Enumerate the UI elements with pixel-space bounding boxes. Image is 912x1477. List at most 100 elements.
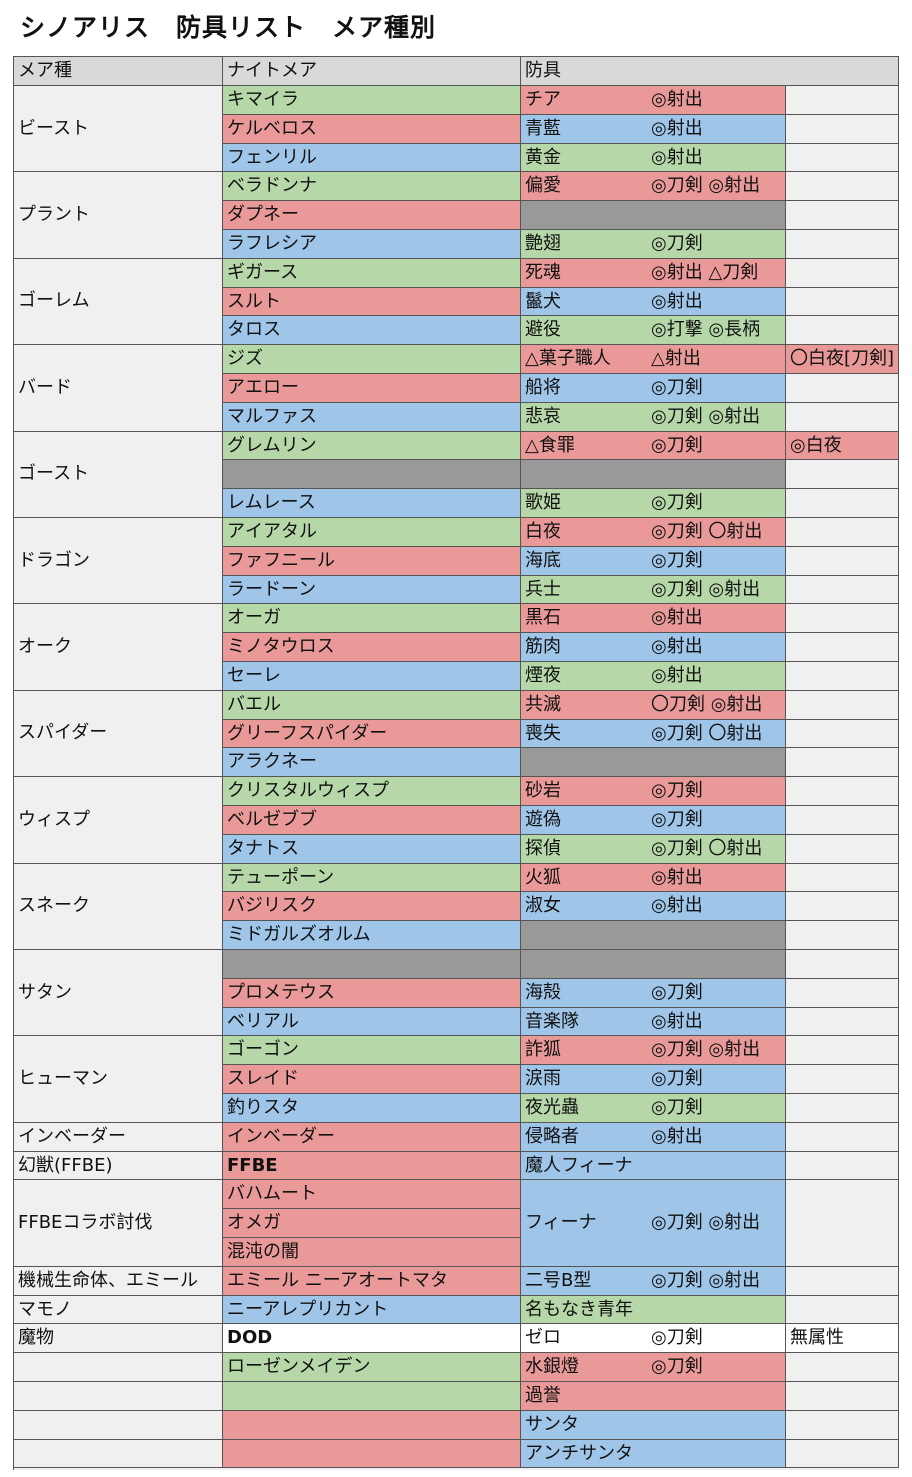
armor-effect: ◎射出 <box>651 290 703 312</box>
nightmare-cell: 釣りスタ <box>223 1094 521 1123</box>
extra-cell: ◎白夜 <box>786 431 899 461</box>
nightmare-cell: グレムリン <box>223 431 521 461</box>
armor-cell: 悲哀 ◎刀剣 ◎射出 <box>521 402 786 432</box>
category-cell: プラント <box>14 172 223 259</box>
extra-cell <box>786 316 899 346</box>
extra-cell <box>786 1151 899 1181</box>
armor-name: 二号B型 <box>525 1269 592 1291</box>
nightmare-cell: バジリスク <box>223 892 521 922</box>
armor-name: 避役 <box>525 319 561 341</box>
nightmare-cell: エミール ニーアオートマタ <box>223 1266 521 1296</box>
extra-cell <box>786 518 899 547</box>
extra-cell <box>786 230 899 259</box>
armor-cell: 喪失 ◎刀剣 〇射出 <box>521 719 786 749</box>
nightmare-cell: プロメテウス <box>223 978 521 1008</box>
armor-cell: 白夜 ◎刀剣 〇射出 <box>521 518 786 547</box>
armor-name: 死魂 <box>525 261 561 283</box>
armor-effect: ◎刀剣 <box>651 434 703 456</box>
armor-cell: 船将 ◎刀剣 <box>521 374 786 403</box>
nightmare-cell: タナトス <box>223 834 521 864</box>
armor-cell: フィーナ ◎刀剣 ◎射出 <box>521 1180 786 1267</box>
armor-name: 魔人フィーナ <box>525 1154 633 1176</box>
extra-cell <box>786 633 899 662</box>
armor-cell: 過誉 <box>521 1382 786 1411</box>
armor-cell: 黄金 ◎射出 <box>521 143 786 173</box>
armor-name: 淑女 <box>525 895 561 917</box>
armor-cell: アンチサンタ <box>521 1439 786 1469</box>
armor-name: サンタ <box>525 1413 579 1435</box>
category-cell: マモノ <box>14 1295 223 1325</box>
extra-cell <box>786 662 899 691</box>
extra-cell <box>786 402 899 432</box>
armor-name: 探偵 <box>525 837 561 859</box>
nightmare-cell: ミドガルズオルム <box>223 921 521 950</box>
armor-table: メア種 ナイトメア 防具 ビースト キマイラ チア ◎射出 ケルベロス 青藍 ◎射出 フェンリ… <box>13 56 899 1470</box>
armor-effect: ◎刀剣 <box>651 1356 703 1378</box>
extra-cell <box>786 748 899 778</box>
armor-effect: ◎射出 <box>651 636 703 658</box>
category-cell: バード <box>14 345 223 432</box>
extra-cell <box>786 978 899 1008</box>
header-armor: 防具 <box>521 57 899 86</box>
extra-cell <box>786 921 899 950</box>
extra-cell <box>786 892 899 922</box>
nightmare-cell: ベリアル <box>223 1007 521 1037</box>
page-title: シノアリス 防具リスト メア種別 <box>20 13 437 42</box>
extra-cell <box>786 1439 899 1469</box>
armor-effect: ◎刀剣 ◎射出 <box>651 1039 761 1061</box>
nightmare-cell <box>223 1439 521 1469</box>
armor-name: 青藍 <box>525 117 561 139</box>
nightmare-cell: オーガ <box>223 604 521 634</box>
nightmare-cell: DOD <box>223 1324 521 1354</box>
armor-cell: サンタ <box>521 1410 786 1440</box>
armor-cell: 海底 ◎刀剣 <box>521 546 786 576</box>
armor-cell: 共滅 〇刀剣 ◎射出 <box>521 690 786 720</box>
armor-name: 共滅 <box>525 693 561 715</box>
armor-cell: 死魂 ◎射出 △刀剣 <box>521 258 786 288</box>
armor-effect: ◎刀剣 <box>651 549 703 571</box>
armor-cell: 火狐 ◎射出 <box>521 863 786 893</box>
armor-name: 涙雨 <box>525 1068 561 1090</box>
category-cell: FFBEコラボ討伐 <box>14 1180 223 1267</box>
armor-cell: 青藍 ◎射出 <box>521 114 786 144</box>
armor-name: 黄金 <box>525 146 561 168</box>
armor-effect: ◎刀剣 ◎射出 <box>651 578 761 600</box>
armor-cell: 侵略者 ◎射出 <box>521 1122 786 1152</box>
armor-name: △菓子職人 <box>525 348 611 370</box>
armor-name: 過誉 <box>525 1385 561 1406</box>
nightmare-cell: ゴーゴン <box>223 1036 521 1066</box>
category-cell <box>14 1410 223 1440</box>
nightmare-cell: キマイラ <box>223 86 521 115</box>
armor-name: 詐狐 <box>525 1039 561 1061</box>
category-cell: インベーダー <box>14 1122 223 1152</box>
nightmare-cell: オメガ <box>223 1209 521 1238</box>
armor-effect: ◎射出 <box>651 607 703 629</box>
armor-name: 水銀燈 <box>525 1356 579 1378</box>
armor-name: アンチサンタ <box>525 1442 633 1464</box>
nightmare-cell: ニーアレプリカント <box>223 1295 521 1325</box>
nightmare-cell <box>223 1382 521 1411</box>
extra-cell <box>786 201 899 230</box>
category-cell: ビースト <box>14 86 223 173</box>
nightmare-cell <box>223 460 521 490</box>
armor-cell: 名もなき青年 <box>521 1295 786 1325</box>
armor-cell: △菓子職人 △射出 <box>521 345 786 374</box>
extra-cell <box>786 806 899 835</box>
armor-name: ゼロ <box>525 1327 561 1349</box>
category-cell: サタン <box>14 950 223 1037</box>
armor-effect: ◎刀剣 ◎射出 <box>651 1212 761 1234</box>
extra-cell <box>786 719 899 749</box>
armor-cell: 艶翅 ◎刀剣 <box>521 230 786 259</box>
armor-effect: ◎刀剣 <box>651 1327 703 1349</box>
extra-cell <box>786 1180 899 1267</box>
extra-cell <box>786 114 899 144</box>
nightmare-cell: ミノタウロス <box>223 633 521 662</box>
armor-cell: 砂岩 ◎刀剣 <box>521 777 786 806</box>
armor-cell: 歌姫 ◎刀剣 <box>521 489 786 518</box>
header-category: メア種 <box>14 57 223 86</box>
header-nightmare: ナイトメア <box>223 57 521 86</box>
extra-cell <box>786 863 899 893</box>
armor-name: 海殻 <box>525 981 561 1003</box>
nightmare-cell: マルファス <box>223 402 521 432</box>
category-cell <box>14 1439 223 1469</box>
